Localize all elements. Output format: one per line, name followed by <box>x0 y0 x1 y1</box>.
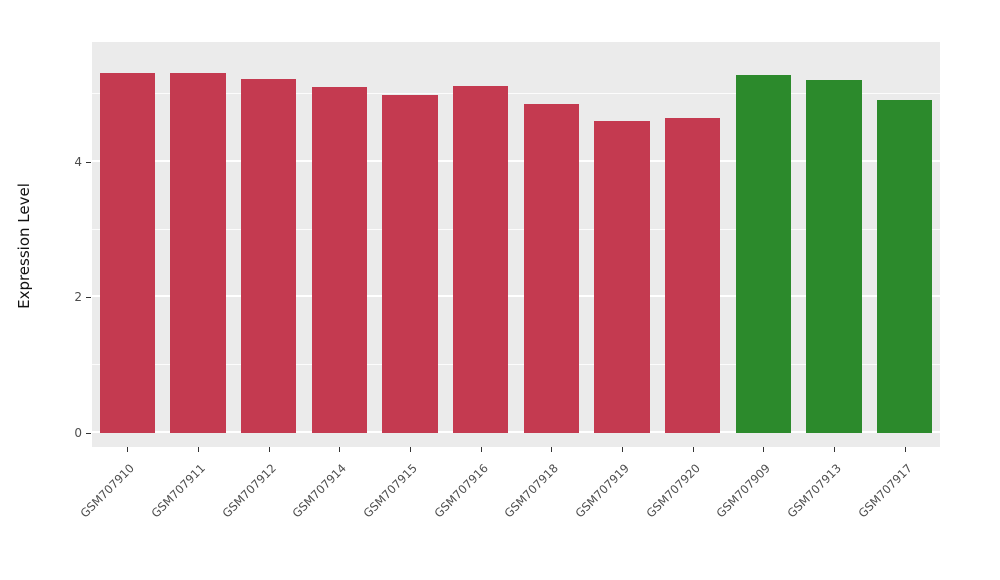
bar-GSM707913 <box>806 79 862 433</box>
bar-GSM707912 <box>241 79 297 433</box>
gridline-minor-3 <box>92 228 940 230</box>
bar-GSM707918 <box>523 104 579 433</box>
x-tick-mark-GSM707917 <box>904 447 906 452</box>
x-tick-mark-GSM707918 <box>551 447 553 452</box>
plot-panel <box>92 42 940 447</box>
y-axis-title: Expression Level <box>15 183 33 309</box>
x-tick-mark-GSM707915 <box>410 447 411 452</box>
gridline-major-2 <box>92 295 940 298</box>
x-tick-mark-GSM707912 <box>268 447 270 452</box>
bar-GSM707909 <box>735 75 791 433</box>
bar-GSM707917 <box>877 100 933 433</box>
gridline-major-0 <box>92 431 940 433</box>
bar-GSM707920 <box>665 117 721 433</box>
bar-GSM707916 <box>453 85 509 433</box>
x-tick-mark-GSM707920 <box>692 447 694 452</box>
x-tick-mark-GSM707914 <box>339 447 341 452</box>
gridline-minor-5 <box>92 93 940 94</box>
y-tick-label-2: 2 <box>74 290 82 305</box>
y-tick-label-0: 0 <box>74 426 82 440</box>
x-tick-mark-GSM707919 <box>622 447 623 452</box>
gridline-minor-1 <box>92 364 940 366</box>
x-tick-mark-GSM707911 <box>198 447 199 452</box>
bar-GSM707915 <box>382 94 438 433</box>
y-tick-mark-0 <box>86 433 91 434</box>
y-tick-label-4: 4 <box>74 154 82 169</box>
bar-GSM707914 <box>311 87 367 433</box>
gridline-major-4 <box>92 159 940 162</box>
x-tick-mark-GSM707916 <box>480 447 482 452</box>
bar-GSM707910 <box>99 72 155 433</box>
y-tick-mark-2 <box>86 297 91 299</box>
y-tick-mark-4 <box>86 161 91 163</box>
bar-GSM707919 <box>594 121 650 433</box>
bar-GSM707911 <box>170 72 226 433</box>
x-tick-mark-GSM707909 <box>763 447 765 452</box>
x-tick-mark-GSM707913 <box>834 447 835 452</box>
x-tick-mark-GSM707910 <box>127 447 129 452</box>
